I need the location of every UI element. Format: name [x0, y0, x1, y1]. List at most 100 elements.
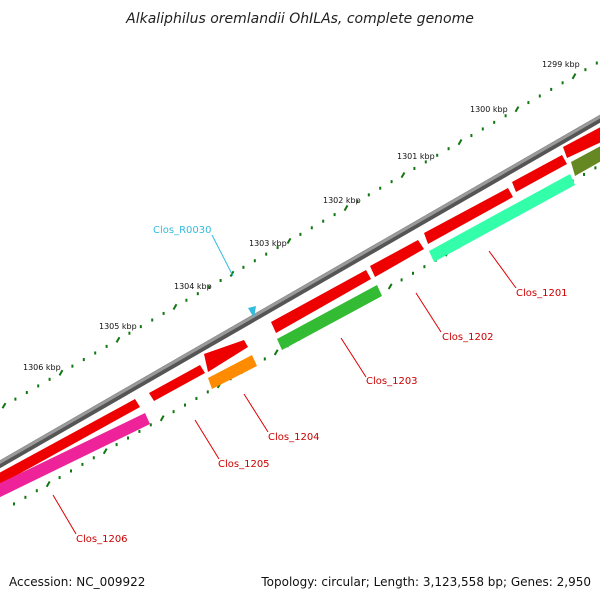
ruler-minor-tick: [333, 213, 336, 217]
gene-label-clos-1202[interactable]: Clos_1202: [442, 332, 494, 343]
cds-arrow[interactable]: [149, 365, 205, 401]
ruler-minor-tick: [82, 358, 85, 362]
cds-arrow[interactable]: [563, 122, 600, 158]
ruler-minor-tick: [35, 489, 38, 493]
ruler-minor-tick: [139, 325, 142, 329]
ruler-minor-tick: [128, 331, 131, 335]
leader-line: [415, 292, 442, 333]
kbp-label-1303: 1303 kbp: [249, 239, 287, 248]
ruler-minor-tick: [263, 357, 266, 361]
ruler-minor-tick: [196, 292, 199, 296]
kbp-label-1299: 1299 kbp: [542, 60, 580, 69]
ruler-minor-tick: [92, 456, 95, 460]
ruler-minor-tick: [310, 226, 313, 230]
gene-bar-clos-1206[interactable]: [0, 413, 150, 502]
ruler-minor-tick: [162, 311, 165, 315]
ruler-minor-tick: [242, 265, 245, 269]
map-title: Alkaliphilus oremlandii OhILAs, complete…: [125, 11, 474, 27]
ruler-major-tick: [387, 283, 393, 290]
ruler-minor-tick: [208, 285, 211, 289]
ruler-major-tick: [102, 448, 108, 455]
ruler-major-tick: [514, 106, 520, 113]
ruler-minor-tick: [584, 68, 587, 72]
ruler-minor-tick: [447, 147, 450, 151]
ruler-minor-tick: [538, 94, 541, 98]
cds-arrow[interactable]: [204, 340, 248, 372]
cds-arrow[interactable]: [424, 188, 513, 244]
ruler-minor-tick: [58, 476, 61, 480]
gene-bar-clos-1202[interactable]: [429, 174, 575, 262]
genome-summary-text: Topology: circular; Length: 3,123,558 bp…: [260, 575, 591, 589]
ruler-minor-tick: [595, 61, 598, 65]
ruler-minor-tick: [172, 410, 175, 414]
cds-arrow[interactable]: [271, 270, 371, 333]
ruler-minor-tick: [470, 134, 473, 138]
ruler-minor-tick: [115, 443, 118, 447]
gene-label-clos-1205[interactable]: Clos_1205: [218, 459, 270, 470]
accession-text: Accession: NC_009922: [9, 575, 145, 589]
gene-bar-clos-1203[interactable]: [277, 285, 382, 350]
rna-marker[interactable]: [248, 306, 256, 318]
ruler-minor-tick: [356, 199, 359, 203]
genome-backbone: [0, 114, 600, 469]
ruler-major-tick: [571, 73, 577, 80]
gene-bar-clos-1201[interactable]: [571, 141, 600, 176]
ruler-minor-tick: [583, 172, 585, 176]
kbp-label-1302: 1302 kbp: [323, 196, 361, 205]
gene-bar-clos-1204[interactable]: [208, 355, 257, 389]
cds-arrow[interactable]: [370, 240, 424, 277]
leader-line: [243, 393, 269, 433]
ruler-minor-tick: [412, 271, 414, 275]
ruler-minor-tick: [276, 246, 279, 250]
ruler-major-tick: [400, 171, 406, 179]
ruler-labels: 1299 kbp 1300 kbp 1301 kbp 1302 kbp 1303…: [23, 60, 580, 372]
kbp-label-1306: 1306 kbp: [23, 363, 61, 372]
ruler-major-tick: [115, 336, 121, 343]
rna-label-clos-r0030[interactable]: Clos_R0030: [153, 225, 212, 236]
ruler-minor-tick: [322, 219, 325, 223]
cds-arrow[interactable]: [512, 155, 567, 192]
kbp-label-1300: 1300 kbp: [470, 105, 508, 114]
forward-strand-genes: [0, 122, 600, 490]
leader-line: [194, 419, 220, 460]
ruler-minor-tick: [149, 423, 152, 427]
ruler-major-tick: [273, 349, 279, 356]
rna-leader-line: [211, 234, 234, 277]
gene-label-clos-1203[interactable]: Clos_1203: [366, 376, 418, 387]
ruler-minor-tick: [299, 232, 302, 236]
ruler-minor-tick: [379, 186, 382, 190]
ruler-minor-tick: [413, 166, 416, 170]
ruler-minor-tick: [493, 120, 496, 124]
ruler-minor-tick: [527, 101, 530, 105]
gene-label-clos-1204[interactable]: Clos_1204: [268, 432, 320, 443]
ruler-minor-tick: [138, 429, 141, 433]
ruler-minor-tick: [219, 278, 222, 282]
gene-label-clos-1201[interactable]: Clos_1201: [516, 288, 568, 299]
ruler-minor-tick: [81, 462, 84, 466]
ruler-minor-tick: [70, 469, 72, 473]
ruler-minor-tick: [14, 397, 17, 401]
gene-label-clos-1206[interactable]: Clos_1206: [76, 534, 128, 545]
kbp-label-1305: 1305 kbp: [99, 322, 137, 331]
ruler-major-tick: [159, 415, 165, 422]
ruler-minor-tick: [25, 391, 28, 395]
ruler-minor-tick: [184, 403, 186, 407]
kbp-label-1304: 1304 kbp: [174, 282, 212, 291]
leader-line: [52, 494, 77, 535]
ruler-minor-tick: [151, 318, 154, 322]
ruler-minor-tick: [195, 396, 198, 400]
cds-arrow[interactable]: [0, 399, 140, 490]
ruler-minor-tick: [94, 351, 97, 355]
ruler-major-tick: [172, 303, 178, 310]
ruler-minor-tick: [423, 265, 426, 269]
ruler-minor-tick: [424, 160, 427, 164]
ruler-major-tick: [58, 369, 64, 376]
ruler-minor-tick: [13, 502, 15, 506]
ruler-minor-tick: [185, 298, 188, 302]
leader-line: [488, 250, 517, 289]
ruler-minor-tick: [48, 377, 51, 381]
ruler-minor-tick: [481, 127, 484, 131]
ruler-minor-tick: [24, 495, 27, 499]
ruler-minor-tick: [594, 166, 597, 170]
